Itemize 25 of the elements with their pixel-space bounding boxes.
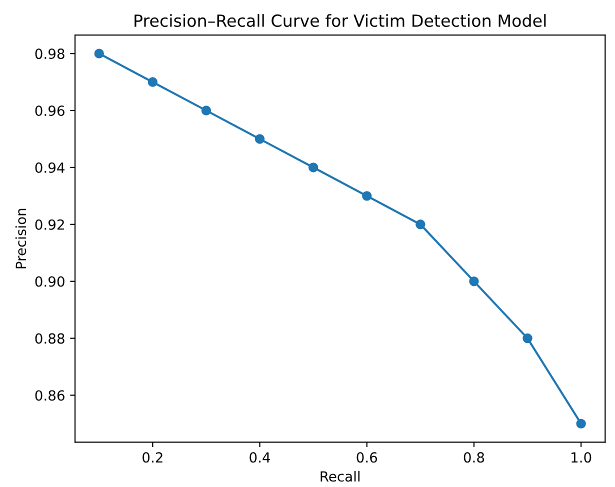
x-tick-label: 0.6 [356, 452, 378, 463]
point [201, 106, 212, 116]
y-tick-label: 0.88 [35, 333, 64, 344]
x-tick-label: 1.0 [572, 452, 592, 463]
chart-title: Precision–Recall Curve for Victim Detection Model [134, 14, 546, 27]
point [416, 220, 426, 230]
point [94, 48, 104, 58]
y-axis-title: Precision [15, 208, 26, 268]
point [148, 77, 158, 87]
x-tick-label: 0.2 [142, 452, 162, 463]
point [362, 191, 372, 201]
y-tick-label: 0.98 [35, 48, 64, 60]
x-tick-label: 0.8 [464, 452, 484, 463]
point [522, 333, 532, 344]
y-tick-label: 0.90 [35, 276, 64, 287]
point [576, 418, 586, 429]
point [254, 134, 265, 144]
y-tick-label: 0.96 [35, 105, 64, 116]
point [469, 276, 479, 286]
y-tick-label: 0.92 [35, 219, 64, 230]
x-axis-title: Recall [320, 470, 360, 482]
y-tick-label: 0.86 [35, 390, 64, 401]
y-tick-label: 0.94 [35, 162, 65, 173]
x-tick-label: 0.4 [250, 452, 270, 463]
point [308, 162, 318, 172]
